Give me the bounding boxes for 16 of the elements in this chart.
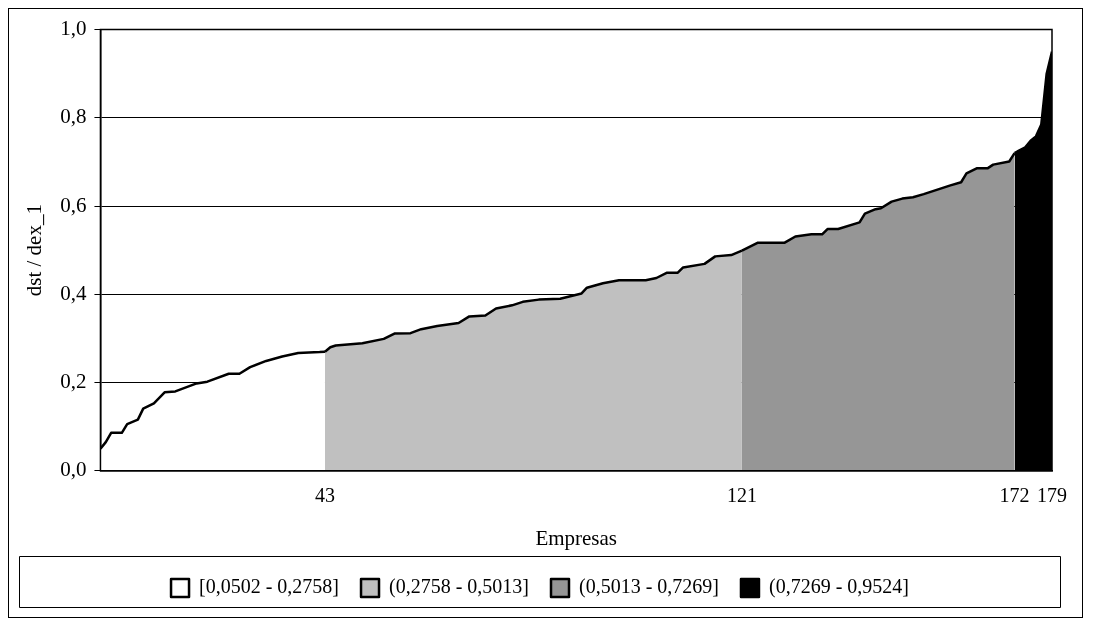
legend-label: (0,2758 - 0,5013] bbox=[389, 575, 529, 599]
x-axis-title: Empresas bbox=[535, 525, 618, 550]
y-tick-label: 0,8 bbox=[60, 104, 87, 129]
x-tick-label: 172 bbox=[999, 484, 1030, 507]
y-tick-label: 1,0 bbox=[60, 16, 87, 41]
x-tick-label: 179 bbox=[1037, 484, 1067, 507]
legend-label: (0,5013 - 0,7269] bbox=[579, 575, 719, 599]
y-tick-label: 0,4 bbox=[60, 280, 87, 305]
y-tick-label: 0,0 bbox=[60, 457, 87, 482]
x-tick-label: 43 bbox=[314, 484, 335, 507]
x-tick-label: 121 bbox=[726, 484, 757, 507]
y-tick-label: 0,2 bbox=[60, 369, 87, 394]
y-tick-label: 0,6 bbox=[60, 192, 87, 217]
legend-label: (0,7269 - 0,9524] bbox=[768, 575, 909, 599]
legend-label: [0,0502 - 0,2758] bbox=[199, 575, 340, 598]
y-axis-title: dst / dex_1 bbox=[22, 204, 47, 297]
